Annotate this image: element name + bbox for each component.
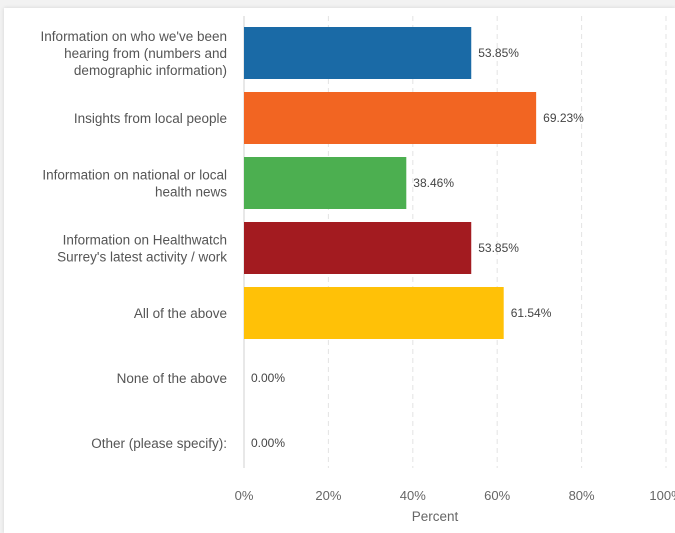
x-tick-label: 0% bbox=[235, 488, 254, 503]
x-tick-label: 60% bbox=[484, 488, 510, 503]
x-axis-title: Percent bbox=[412, 509, 459, 524]
x-tick-label: 20% bbox=[315, 488, 341, 503]
category-label-line: Surrey's latest activity / work bbox=[57, 250, 227, 265]
bars bbox=[244, 27, 537, 339]
value-label: 53.85% bbox=[478, 241, 519, 255]
x-tick-label: 100% bbox=[649, 488, 675, 503]
bar bbox=[244, 222, 472, 274]
category-label: Information on national or local health n… bbox=[42, 168, 227, 200]
category-label: Information on Healthwatch Surrey's lates… bbox=[57, 233, 227, 265]
bar bbox=[244, 157, 407, 209]
bar bbox=[244, 92, 537, 144]
category-label-line: None of the above bbox=[117, 371, 227, 386]
value-label: 69.23% bbox=[543, 111, 584, 125]
chart-card: Information on who we've been hearing fro… bbox=[4, 8, 675, 533]
value-label: 0.00% bbox=[251, 371, 285, 385]
category-label: All of the above bbox=[134, 306, 227, 321]
category-label-line: hearing from (numbers and bbox=[64, 46, 227, 61]
category-label-line: Information on national or local bbox=[42, 168, 227, 183]
x-tick-label: 40% bbox=[400, 488, 426, 503]
x-tick-labels: 0% 20% 40% 60% 80% 100% bbox=[235, 488, 675, 503]
bar-chart: Information on who we've been hearing fro… bbox=[41, 16, 675, 524]
value-label: 0.00% bbox=[251, 436, 285, 450]
bar bbox=[244, 287, 504, 339]
category-label: Other (please specify): bbox=[91, 436, 227, 451]
value-labels: 53.85% 69.23% 38.46% 53.85% 61.54% 0.00% 0.00% bbox=[251, 46, 584, 450]
value-label: 53.85% bbox=[478, 46, 519, 60]
value-label: 61.54% bbox=[511, 306, 552, 320]
category-label-line: Insights from local people bbox=[74, 111, 227, 126]
category-label-line: Information on Healthwatch bbox=[63, 233, 227, 248]
category-labels: Information on who we've been hearing fro… bbox=[41, 29, 228, 451]
category-label: None of the above bbox=[117, 371, 227, 386]
category-label-line: Other (please specify): bbox=[91, 436, 227, 451]
bar bbox=[244, 27, 472, 79]
category-label-line: All of the above bbox=[134, 306, 227, 321]
category-label-line: demographic information) bbox=[74, 63, 227, 78]
value-label: 38.46% bbox=[413, 176, 454, 190]
category-label-line: Information on who we've been bbox=[41, 29, 227, 44]
category-label-line: health news bbox=[155, 185, 227, 200]
category-label: Insights from local people bbox=[74, 111, 227, 126]
category-label: Information on who we've been hearing fro… bbox=[41, 29, 227, 78]
x-tick-label: 80% bbox=[569, 488, 595, 503]
